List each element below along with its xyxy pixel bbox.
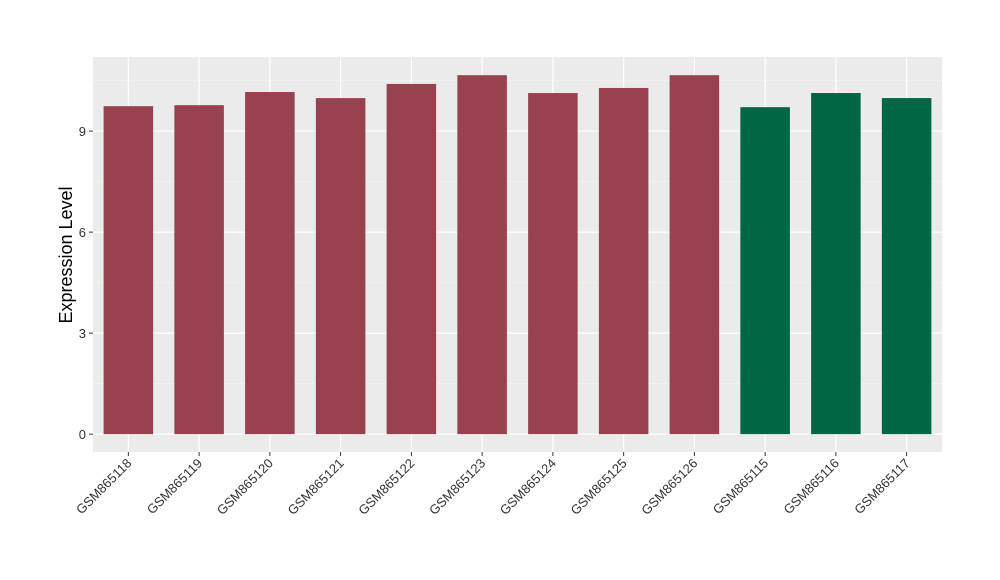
panel	[93, 57, 942, 452]
bar	[528, 93, 578, 435]
y-tick-label: 6	[79, 225, 86, 240]
bar	[386, 83, 437, 435]
x-tick-label: GSM865116	[780, 456, 842, 518]
y-tick-label: 0	[79, 427, 86, 442]
bar	[174, 105, 224, 435]
x-tick-label: GSM865117	[851, 456, 913, 518]
bar	[598, 87, 649, 435]
x-tick-label: GSM865124	[497, 456, 559, 518]
bar	[881, 98, 932, 435]
bar	[245, 92, 295, 435]
y-tick-label: 3	[79, 326, 86, 341]
bar	[669, 75, 720, 435]
bar	[811, 93, 861, 435]
x-tick-label: GSM865123	[426, 456, 488, 518]
y-axis-title: Expression Level	[56, 186, 76, 323]
bar	[315, 98, 366, 435]
x-tick-label: GSM865118	[73, 456, 135, 518]
x-tick-label: GSM865115	[710, 456, 772, 518]
y-tick-label: 9	[79, 124, 86, 139]
bar	[740, 107, 790, 435]
x-tick-label: GSM865121	[285, 456, 347, 518]
x-tick-label: GSM865125	[568, 456, 630, 518]
x-tick-label: GSM865119	[144, 456, 206, 518]
x-tick-label: GSM865120	[214, 456, 276, 518]
x-tick-label: GSM865122	[355, 456, 417, 518]
x-tick-label: GSM865126	[638, 456, 700, 518]
bar	[457, 75, 507, 435]
bar	[103, 106, 154, 435]
